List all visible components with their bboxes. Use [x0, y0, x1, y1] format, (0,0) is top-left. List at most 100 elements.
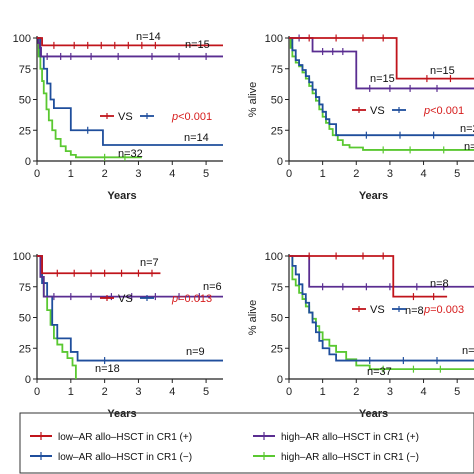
n-label-high_pos: n=6: [203, 281, 222, 293]
x-tick-label: 3: [387, 386, 393, 398]
legend-label-high_neg: high–AR allo–HSCT in CR1 (−): [281, 452, 419, 463]
km-curve-low_neg: [289, 37, 474, 137]
y-tick-label: 100: [13, 251, 31, 263]
n-label-low_neg: n=9: [186, 346, 205, 358]
x-tick-label: 2: [353, 386, 359, 398]
km-curve-high_neg: [37, 37, 142, 159]
x-tick-label: 1: [68, 386, 74, 398]
km-curve-low_neg: [37, 37, 223, 146]
y-tick-label: 50: [19, 313, 31, 325]
plot-area: [289, 34, 474, 154]
y-axis-label: % alive: [247, 300, 259, 335]
legend-label-high_pos: high–AR allo–HSCT in CR1 (+): [281, 432, 419, 443]
n-label-low_pos: n=15: [430, 65, 455, 77]
x-axis-label: Years: [359, 190, 388, 202]
p-value-text: =0.013: [178, 293, 212, 305]
compare-vs-text: VS: [370, 105, 385, 117]
km-panel-2: 0 25 50 75 100 0 1 2 3 4 5 Years % alive n=15 n=15 n=27…: [247, 33, 474, 202]
x-tick-label: 3: [387, 168, 393, 180]
p-value-label: p<0.001: [423, 105, 464, 117]
n-label-high_pos: n=15: [185, 39, 210, 51]
compare-vs-text: VS: [118, 293, 133, 305]
y-tick-label: 25: [271, 125, 283, 137]
y-tick-label: 50: [271, 313, 283, 325]
x-tick-label: 4: [169, 168, 175, 180]
x-tick-label: 5: [454, 168, 460, 180]
y-tick-label: 0: [277, 156, 283, 168]
x-tick-label: 2: [102, 386, 108, 398]
x-tick-label: 3: [135, 168, 141, 180]
x-tick-label: 5: [454, 386, 460, 398]
y-tick-label: 75: [271, 282, 283, 294]
km-panel-4: 0 25 50 75 100 0 1 2 3 4 5 Years % alive n=8 n=8 n=13 n=…: [247, 251, 474, 420]
n-label-high_pos: n=15: [370, 73, 395, 85]
km-curve-low_pos: [37, 37, 223, 47]
n-label-low_pos: n=8: [430, 278, 449, 290]
km-curve-low_pos: [289, 37, 474, 80]
y-axis-label: % alive: [247, 82, 259, 117]
p-value-label: p<0.001: [171, 111, 212, 123]
x-tick-label: 2: [102, 168, 108, 180]
legend-label-low_pos: low–AR allo–HSCT in CR1 (+): [58, 432, 192, 443]
y-tick-label: 75: [271, 64, 283, 76]
n-label-low_neg: n=27: [460, 123, 474, 135]
km-curve-low_neg: [37, 255, 223, 362]
plot-area: [289, 252, 474, 373]
y-tick-label: 75: [19, 282, 31, 294]
km-curve-low_pos: [37, 255, 161, 275]
p-symbol: p: [423, 304, 430, 316]
y-tick-label: 75: [19, 64, 31, 76]
n-label-high_neg: n=60: [464, 141, 474, 153]
y-tick-label: 0: [25, 156, 31, 168]
km-curve-low_neg: [289, 255, 474, 362]
x-tick-label: 3: [135, 386, 141, 398]
y-tick-label: 25: [19, 125, 31, 137]
x-tick-label: 5: [203, 386, 209, 398]
y-tick-label: 25: [19, 343, 31, 355]
p-value-text: =0.003: [430, 304, 464, 316]
x-tick-label: 4: [420, 168, 426, 180]
n-label-low_neg: n=13: [462, 345, 474, 357]
x-tick-label: 1: [320, 168, 326, 180]
y-tick-label: 0: [25, 374, 31, 386]
n-label-low_pos: n=14: [136, 31, 161, 43]
n-label-low_neg: n=14: [184, 132, 209, 144]
y-tick-label: 100: [265, 251, 283, 263]
x-tick-label: 1: [68, 168, 74, 180]
y-tick-label: 0: [277, 374, 283, 386]
x-tick-label: 2: [353, 168, 359, 180]
p-symbol: p: [423, 105, 430, 117]
p-symbol: p: [171, 293, 178, 305]
x-tick-label: 0: [34, 386, 40, 398]
y-tick-label: 50: [19, 95, 31, 107]
x-axis-label: Years: [359, 408, 388, 420]
km-curve-low_pos: [289, 255, 448, 298]
n-label-high_neg: n=37: [367, 366, 392, 378]
compare-vs-text: VS: [118, 111, 133, 123]
n-label-high_pos: n=8: [405, 305, 424, 317]
km-curve-high_neg: [289, 37, 474, 151]
x-tick-label: 0: [286, 386, 292, 398]
km-curve-high_pos: [37, 255, 223, 298]
n-label-high_neg: n=32: [118, 148, 143, 160]
legend-box: [19, 412, 474, 474]
y-tick-label: 100: [13, 33, 31, 45]
legend-label-low_neg: low–AR allo–HSCT in CR1 (−): [58, 452, 192, 463]
p-value-label: p=0.013: [171, 293, 212, 305]
p-value-text: <0.001: [430, 105, 464, 117]
plot-area: [37, 255, 223, 379]
n-label-high_neg: n=18: [95, 363, 120, 375]
x-tick-label: 4: [169, 386, 175, 398]
legend: low–AR allo–HSCT in CR1 (+) high–AR allo–…: [19, 412, 474, 474]
p-value-label: p=0.003: [423, 304, 464, 316]
p-symbol: p: [171, 111, 178, 123]
km-panel-3: 0 25 50 75 100 0 1 2 3 4 5 Years n=7 n=6 n=9 n=18 VS p=0.…: [13, 251, 223, 420]
n-label-low_pos: n=7: [140, 257, 159, 269]
km-panel-1: 0 25 50 75 100 0 1 2 3 4 5 Years n=14 n=15 n=14 n=32 VS p…: [13, 31, 223, 202]
p-value-text: <0.001: [178, 111, 212, 123]
x-tick-label: 0: [34, 168, 40, 180]
x-tick-label: 5: [203, 168, 209, 180]
x-tick-label: 0: [286, 168, 292, 180]
y-tick-label: 50: [271, 95, 283, 107]
